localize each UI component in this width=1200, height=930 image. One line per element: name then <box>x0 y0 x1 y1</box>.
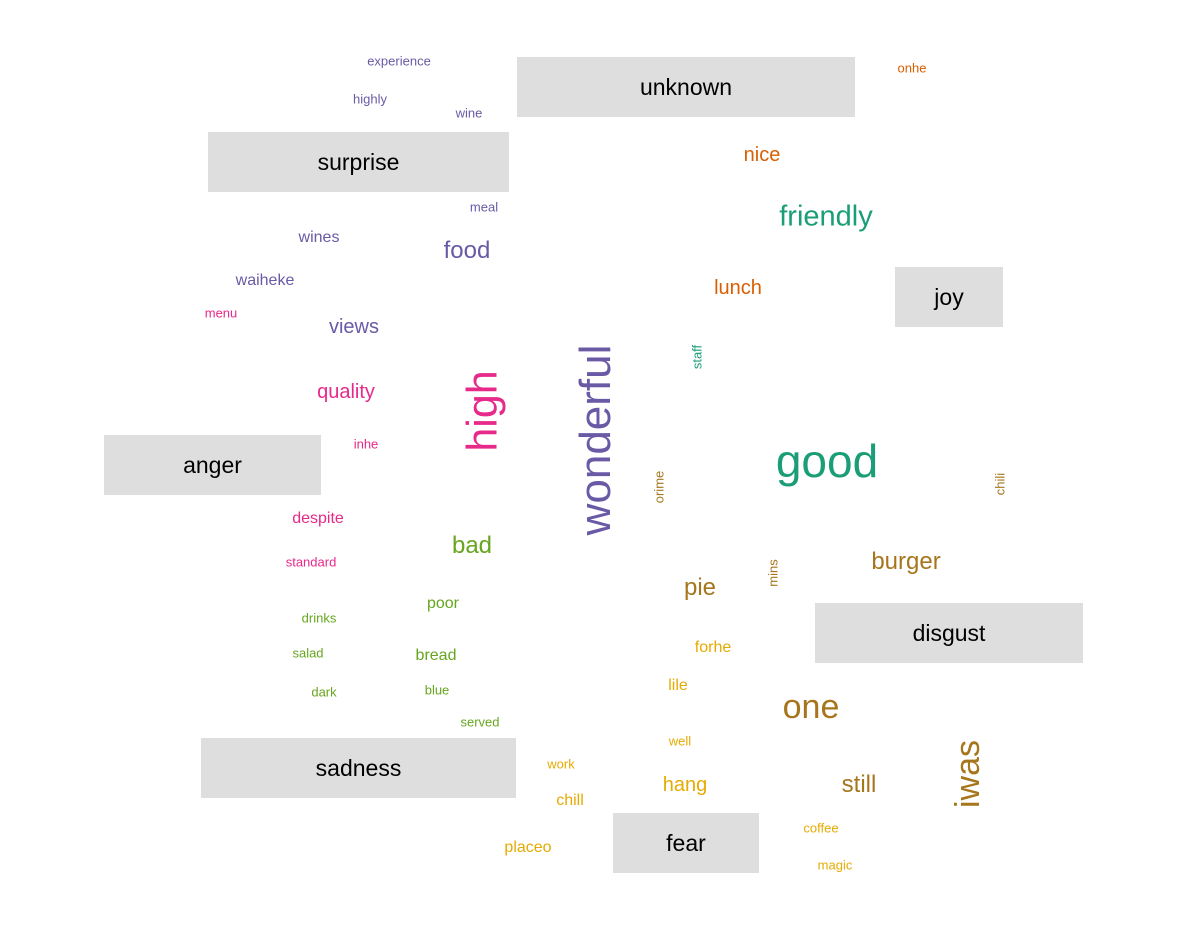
word-highly: highly <box>353 91 387 107</box>
word-placeo: placeo <box>504 839 552 856</box>
group-label-joy: joy <box>895 267 1003 327</box>
group-label-sadness: sadness <box>201 738 516 798</box>
word-wine: wine <box>455 105 483 121</box>
word-chili: chili <box>992 472 1008 496</box>
word-salad: salad <box>292 645 324 661</box>
word-blue: blue <box>424 682 450 698</box>
word-nice: nice <box>743 144 781 166</box>
word-inhe: inhe <box>353 436 379 452</box>
word-lile: lile <box>668 677 688 694</box>
word-hang: hang <box>662 774 708 796</box>
word-friendly: friendly <box>779 200 873 233</box>
word-despite: despite <box>292 510 344 527</box>
word-bread: bread <box>415 647 457 664</box>
word-lunch: lunch <box>714 277 762 299</box>
word-dark: dark <box>311 684 337 700</box>
group-label-fear: fear <box>613 813 759 873</box>
word-forhe: forhe <box>694 639 732 656</box>
word-chill: chill <box>556 792 584 809</box>
word-meal: meal <box>469 199 499 215</box>
word-standard: standard <box>285 554 337 570</box>
word-served: served <box>460 714 500 730</box>
word-menu: menu <box>204 305 238 321</box>
word-bad: bad <box>451 532 493 559</box>
word-high: high <box>458 370 507 452</box>
word-views: views <box>328 316 380 338</box>
word-staff: staff <box>689 344 705 370</box>
word-still: still <box>841 771 877 798</box>
word-poor: poor <box>426 595 460 612</box>
word-onhe: onhe <box>897 60 927 76</box>
word-orime: orime <box>651 470 667 504</box>
word-drinks: drinks <box>301 610 337 626</box>
word-food: food <box>443 237 491 264</box>
word-quality: quality <box>317 381 375 403</box>
group-label-anger: anger <box>104 435 321 495</box>
word-wines: wines <box>298 229 340 246</box>
word-waiheke: waiheke <box>235 272 295 289</box>
word-magic: magic <box>817 857 853 873</box>
group-label-surprise: surprise <box>208 132 509 192</box>
word-pie: pie <box>683 574 717 601</box>
word-wonderful: wonderful <box>571 344 620 536</box>
word-good: good <box>775 435 879 487</box>
group-label-disgust: disgust <box>815 603 1083 663</box>
word-iwas: iwas <box>949 739 987 809</box>
group-label-unknown: unknown <box>517 57 855 117</box>
word-well: well <box>668 733 692 749</box>
word-one: one <box>782 688 840 726</box>
word-coffee: coffee <box>803 820 839 836</box>
word-mins: mins <box>765 559 781 587</box>
word-burger: burger <box>871 548 941 575</box>
word-experience: experience <box>367 53 431 69</box>
word-work: work <box>547 756 575 772</box>
